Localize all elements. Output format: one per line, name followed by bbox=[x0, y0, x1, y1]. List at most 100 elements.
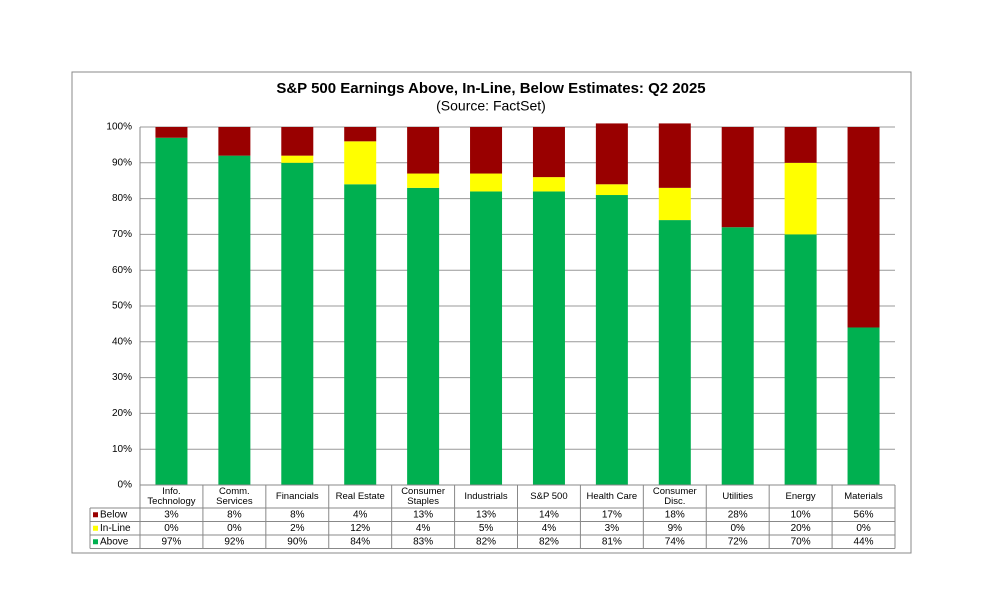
bar-segment bbox=[218, 127, 251, 156]
bar-segment bbox=[155, 137, 188, 486]
legend-swatch bbox=[93, 525, 98, 531]
y-tick-label: 90% bbox=[112, 157, 132, 168]
x-tick-label: Real Estate bbox=[335, 491, 385, 502]
y-tick-label: 40% bbox=[112, 336, 132, 347]
data-label: 4% bbox=[353, 509, 368, 520]
bar-segment bbox=[470, 191, 503, 485]
data-label: 97% bbox=[161, 536, 181, 547]
data-label: 4% bbox=[542, 523, 557, 534]
bar-segment bbox=[407, 127, 440, 174]
category-cell: Health Care bbox=[586, 491, 638, 502]
bar-segment bbox=[281, 162, 314, 486]
chart-subtitle: (Source: FactSet) bbox=[436, 98, 546, 114]
category-cell: Energy bbox=[785, 491, 816, 502]
legend-swatch bbox=[93, 539, 98, 545]
data-label: 72% bbox=[728, 536, 748, 547]
x-tick-label: Info. Technology bbox=[147, 486, 196, 507]
data-label: 81% bbox=[602, 536, 622, 547]
bar-segment bbox=[155, 127, 188, 138]
x-tick-label: Consumer Staples bbox=[401, 486, 446, 507]
data-label: 2% bbox=[290, 523, 305, 534]
category-cell: Materials bbox=[844, 491, 883, 502]
data-label: 18% bbox=[665, 509, 685, 520]
bar-segment bbox=[658, 187, 691, 221]
legend-label: Above bbox=[100, 536, 129, 547]
data-label: 8% bbox=[290, 509, 305, 520]
bar-segment bbox=[658, 123, 691, 188]
bar-segment bbox=[532, 127, 565, 178]
bar-segment bbox=[847, 127, 880, 328]
data-label: 56% bbox=[854, 509, 874, 520]
data-label: 20% bbox=[791, 523, 811, 534]
category-cell: Utilities bbox=[722, 491, 754, 502]
legend-label: In-Line bbox=[100, 523, 131, 534]
bar-segment bbox=[658, 220, 691, 485]
data-label: 90% bbox=[287, 536, 307, 547]
category-cell: Financials bbox=[275, 491, 319, 502]
y-tick-label: 10% bbox=[112, 444, 132, 455]
data-label: 84% bbox=[350, 536, 370, 547]
y-tick-label: 20% bbox=[112, 408, 132, 419]
bar-segment bbox=[847, 327, 880, 485]
x-tick-label: Comm. Services bbox=[216, 486, 253, 507]
data-label: 13% bbox=[476, 509, 496, 520]
data-label: 3% bbox=[605, 523, 620, 534]
data-label: 82% bbox=[539, 536, 559, 547]
x-tick-label: Utilities bbox=[722, 491, 754, 502]
x-tick-label: Health Care bbox=[586, 491, 638, 502]
data-label: 74% bbox=[665, 536, 685, 547]
data-label: 14% bbox=[539, 509, 559, 520]
x-tick-label: Financials bbox=[275, 491, 319, 502]
bar-segment bbox=[784, 162, 817, 235]
bar-segment bbox=[721, 227, 754, 486]
x-tick-label: Consumer Disc. bbox=[652, 486, 697, 507]
y-tick-label: 80% bbox=[112, 193, 132, 204]
category-cell: Real Estate bbox=[335, 491, 385, 502]
category-cell: S&P 500 bbox=[530, 491, 568, 502]
bar-segment bbox=[595, 123, 628, 185]
data-label: 82% bbox=[476, 536, 496, 547]
bar-segment bbox=[344, 184, 377, 485]
bar-segment bbox=[595, 195, 628, 485]
y-tick-label: 50% bbox=[112, 301, 132, 312]
data-label: 9% bbox=[668, 523, 683, 534]
y-tick-label: 70% bbox=[112, 229, 132, 240]
bar-segment bbox=[281, 127, 314, 156]
bar-segment bbox=[281, 155, 314, 163]
category-cell: Consumer Staples bbox=[401, 486, 446, 507]
chart-title: S&P 500 Earnings Above, In-Line, Below E… bbox=[276, 80, 705, 97]
data-label: 83% bbox=[413, 536, 433, 547]
y-tick-label: 60% bbox=[112, 265, 132, 276]
bar-segment bbox=[784, 234, 817, 485]
bar-segment bbox=[470, 173, 503, 192]
data-label: 8% bbox=[227, 509, 242, 520]
bar-segment bbox=[721, 127, 754, 228]
category-cell: Comm. Services bbox=[216, 486, 253, 507]
bar-segment bbox=[784, 127, 817, 163]
bar-segment bbox=[470, 127, 503, 174]
category-cell: Consumer Disc. bbox=[652, 486, 697, 507]
data-label: 0% bbox=[856, 523, 871, 534]
bar-segment bbox=[407, 187, 440, 486]
legend-label: Below bbox=[100, 509, 128, 520]
data-label: 0% bbox=[227, 523, 242, 534]
y-tick-label: 100% bbox=[106, 122, 132, 133]
x-tick-label: Energy bbox=[785, 491, 816, 502]
x-tick-label: Industrials bbox=[464, 491, 508, 502]
data-label: 10% bbox=[791, 509, 811, 520]
y-tick-label: 30% bbox=[112, 372, 132, 383]
data-label: 3% bbox=[164, 509, 179, 520]
data-label: 92% bbox=[224, 536, 244, 547]
bar-segment bbox=[532, 191, 565, 485]
category-cell: Industrials bbox=[464, 491, 508, 502]
bar-segment bbox=[344, 141, 377, 185]
x-tick-label: Materials bbox=[844, 491, 883, 502]
data-label: 17% bbox=[602, 509, 622, 520]
data-label: 28% bbox=[728, 509, 748, 520]
x-tick-label: S&P 500 bbox=[530, 491, 568, 502]
data-label: 44% bbox=[854, 536, 874, 547]
bar-segment bbox=[407, 173, 440, 188]
bar-segment bbox=[532, 177, 565, 192]
data-label: 5% bbox=[479, 523, 494, 534]
